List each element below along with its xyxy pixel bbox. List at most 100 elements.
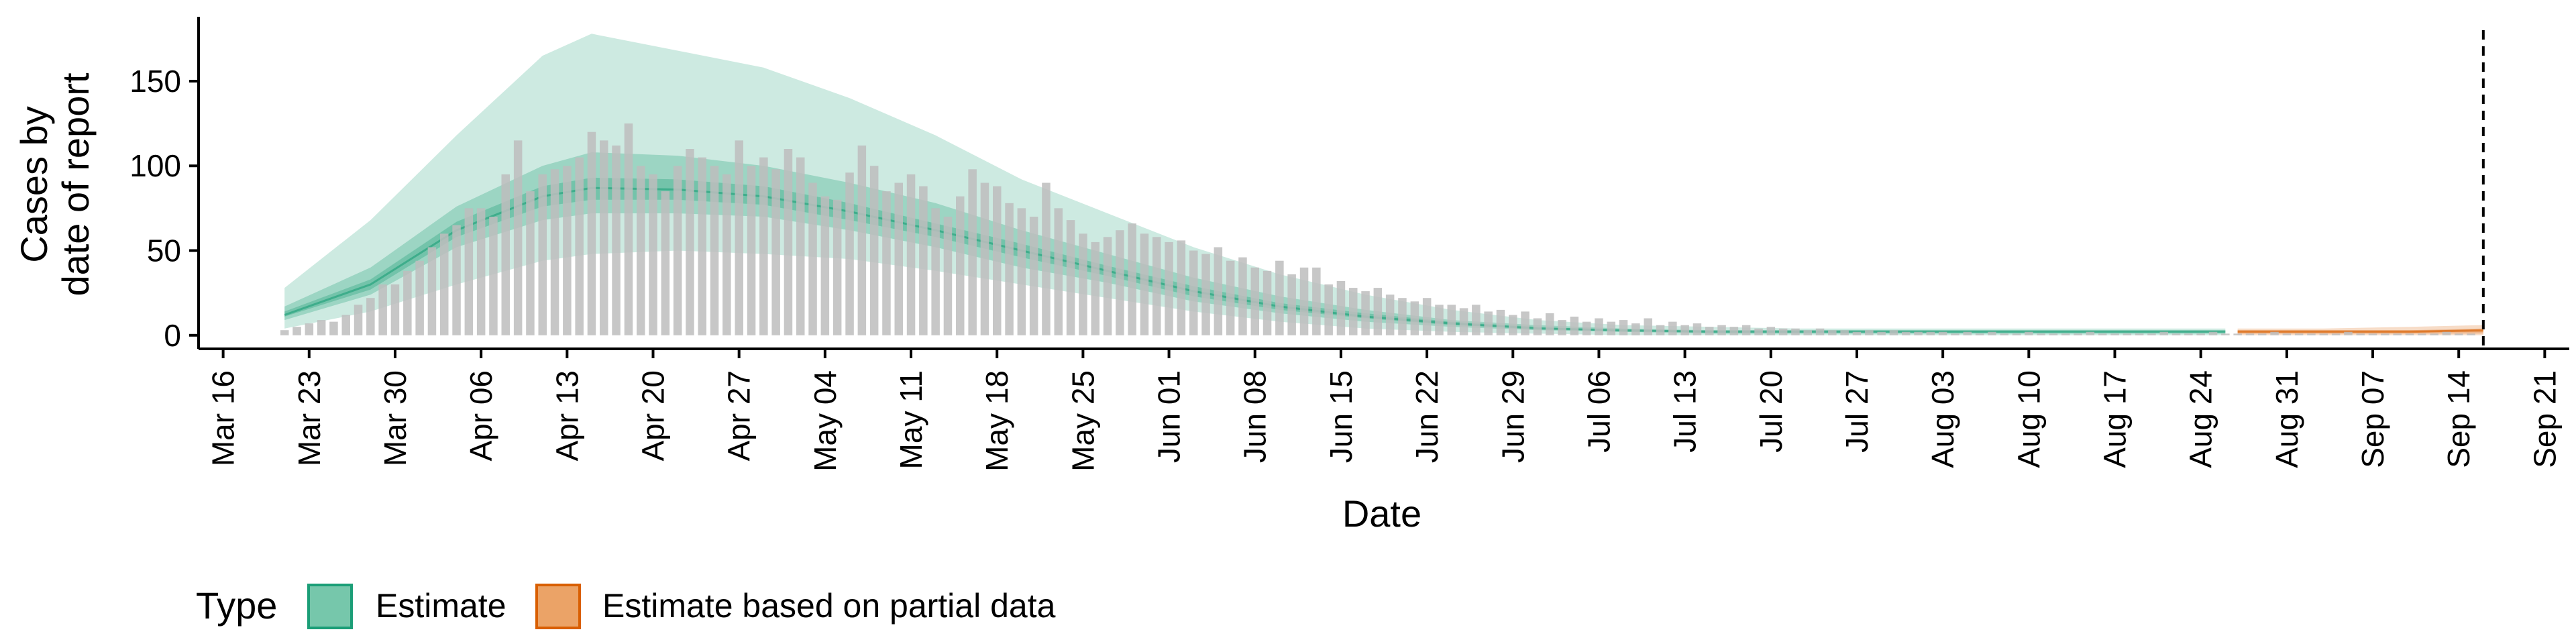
case-bar (2455, 333, 2463, 335)
x-tick-label: Apr 13 (549, 370, 584, 462)
x-tick-label: Jun 22 (1409, 370, 1444, 463)
case-bar (857, 145, 867, 335)
case-bar (1140, 233, 1149, 335)
x-tick-label: Aug 17 (2098, 370, 2133, 468)
case-bar (1656, 325, 1665, 335)
case-bar (1312, 267, 1321, 335)
case-bar (2184, 333, 2193, 335)
case-bar (2233, 333, 2242, 335)
x-tick-label: Aug 24 (2184, 370, 2218, 468)
case-bar (686, 149, 694, 335)
case-bar (1079, 233, 1087, 335)
case-bar (956, 196, 965, 335)
case-bar (2356, 333, 2365, 335)
case-bar (1607, 321, 1615, 335)
case-bar (1975, 333, 1984, 335)
case-bar (440, 233, 449, 335)
x-tick-label: Jul 06 (1581, 370, 1616, 453)
case-bar (1005, 203, 1014, 335)
case-bar (2135, 333, 2144, 335)
case-bar (1287, 274, 1296, 335)
case-bar (612, 145, 621, 335)
case-bar (1017, 208, 1026, 335)
case-bar (1705, 327, 1714, 335)
y-tick-label: 150 (129, 64, 181, 99)
x-tick-label: Jun 08 (1238, 370, 1273, 463)
case-bar (2258, 333, 2267, 335)
case-bar (2074, 333, 2082, 335)
case-bar (1447, 305, 1456, 335)
legend-key-partial (535, 584, 581, 629)
case-bar (1398, 298, 1407, 335)
case-bar (1385, 294, 1395, 335)
case-bar (1570, 317, 1579, 335)
x-tick-label: Aug 03 (1925, 370, 1960, 468)
case-bar (845, 172, 854, 335)
case-bar (329, 321, 338, 335)
y-axis-label-line-1: Cases by (13, 106, 55, 262)
case-bar (1595, 318, 1603, 335)
case-bar (2196, 333, 2205, 335)
case-bar (808, 182, 817, 335)
case-bar (2344, 331, 2353, 335)
case-bar (833, 199, 842, 335)
case-bar (1116, 230, 1124, 335)
case-bar (2208, 331, 2218, 335)
x-tick-label: Jul 27 (1839, 370, 1874, 453)
estimate-band-90 (284, 34, 2226, 335)
case-bar (2123, 333, 2132, 335)
case-bar (1189, 250, 1198, 335)
case-bar (366, 298, 375, 335)
case-bar (1926, 331, 1935, 335)
case-bar (1963, 331, 1972, 335)
case-bar (1877, 331, 1886, 335)
case-bar (2294, 333, 2304, 335)
x-tick-label: Mar 30 (378, 370, 413, 466)
case-bar (735, 140, 743, 335)
case-bar (1373, 288, 1383, 335)
case-bar (378, 284, 387, 335)
case-bar (1938, 331, 1947, 335)
case-bar (1177, 240, 1186, 335)
case-bar (1521, 311, 1529, 335)
reported-cases-bars (280, 123, 2475, 335)
case-bar (526, 191, 535, 335)
case-bar (501, 174, 510, 335)
case-bar (538, 174, 547, 335)
x-tick-label: Sep 07 (2355, 370, 2390, 468)
case-bar (1263, 270, 1272, 335)
case-bar (1410, 301, 1419, 335)
y-tick-label: 100 (129, 148, 181, 183)
case-bar (637, 166, 645, 335)
case-bar (673, 166, 682, 335)
case-bar (476, 208, 486, 335)
y-axis-label-line-2: date of report (54, 72, 97, 297)
case-bar (1668, 321, 1677, 335)
case-bar (906, 174, 916, 335)
case-bar (2405, 333, 2414, 335)
case-bar (1951, 333, 1960, 335)
case-bar (1238, 257, 1247, 335)
case-bar (2049, 333, 2058, 335)
case-bar (1558, 320, 1566, 335)
case-bar (452, 225, 461, 335)
case-bar (2282, 333, 2292, 335)
y-axis-label: Cases by date of report (13, 72, 97, 297)
x-tick-label: May 18 (979, 370, 1014, 472)
case-bar (1644, 318, 1652, 335)
case-bar (1361, 291, 1370, 335)
case-bar (1226, 260, 1235, 335)
case-bar (1152, 237, 1161, 335)
x-tick-label: Apr 20 (636, 370, 671, 462)
case-bar (1324, 284, 1333, 335)
case-bar (1422, 298, 1432, 335)
case-bar (415, 260, 424, 335)
case-bar (980, 182, 989, 335)
case-bar (1533, 318, 1542, 335)
case-bar (2307, 333, 2316, 335)
case-bar (1865, 330, 1874, 335)
case-bar (1214, 247, 1223, 335)
case-bar (796, 157, 805, 335)
y-tick-label: 0 (164, 318, 181, 353)
case-bar (1852, 331, 1862, 335)
